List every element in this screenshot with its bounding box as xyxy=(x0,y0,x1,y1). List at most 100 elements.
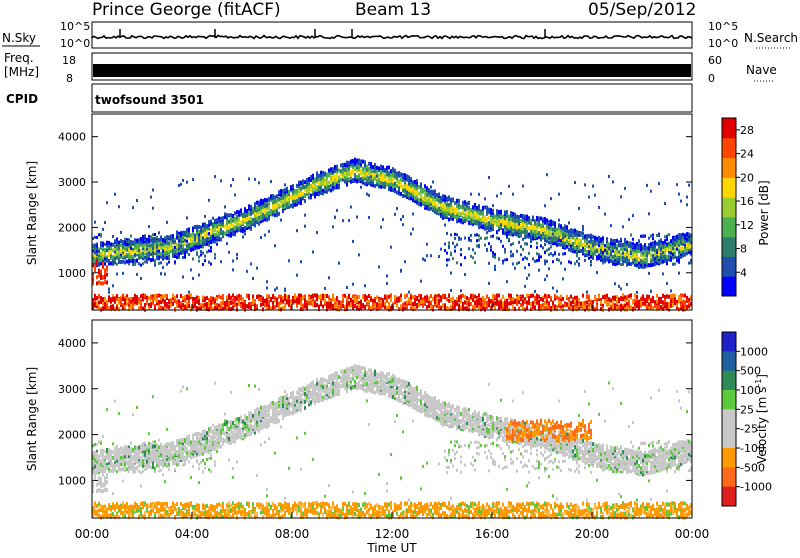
power-cell xyxy=(682,243,684,246)
power-cell xyxy=(562,253,564,256)
power-cell xyxy=(110,255,112,258)
power-cell xyxy=(274,244,276,247)
power-cell xyxy=(176,304,178,308)
power-cell xyxy=(100,255,102,259)
power-cell xyxy=(268,197,270,201)
power-cell xyxy=(508,302,510,306)
power-cell xyxy=(602,295,604,299)
power-cell xyxy=(352,303,354,307)
power-cell xyxy=(278,295,280,299)
power-cell xyxy=(512,297,514,301)
power-cell xyxy=(138,238,140,242)
power-cell xyxy=(474,261,476,264)
power-cell xyxy=(582,250,584,254)
power-cell xyxy=(140,237,142,241)
power-cell xyxy=(192,297,194,301)
power-cell xyxy=(234,296,236,300)
power-cell xyxy=(198,225,200,229)
power-cell xyxy=(446,211,448,215)
power-cell xyxy=(688,298,690,302)
power-cell xyxy=(522,238,524,241)
power-cell xyxy=(136,295,138,299)
power-cell xyxy=(124,306,126,310)
power-cell xyxy=(146,296,148,300)
power-cell xyxy=(678,233,680,236)
power-cell xyxy=(210,220,212,223)
power-cell xyxy=(650,290,652,293)
power-cell xyxy=(348,294,350,298)
power-cell xyxy=(628,259,630,263)
power-cell xyxy=(246,304,248,308)
power-cell xyxy=(632,245,634,248)
power-cell xyxy=(398,189,400,192)
power-cell xyxy=(192,248,194,251)
power-cell xyxy=(560,239,562,242)
power-cell xyxy=(334,298,336,302)
power-colorbar-tick-label: 16 xyxy=(740,195,754,208)
power-cell xyxy=(342,299,344,303)
power-cell xyxy=(506,219,508,223)
power-cell xyxy=(296,184,298,188)
power-cell xyxy=(600,255,602,258)
power-cell xyxy=(594,240,596,243)
power-cell xyxy=(120,256,122,259)
power-cell xyxy=(666,294,668,298)
power-cell xyxy=(244,207,246,211)
power-cell xyxy=(626,241,628,244)
power-cell xyxy=(546,295,548,299)
power-cell xyxy=(442,207,444,211)
power-cell xyxy=(524,228,526,232)
power-cell xyxy=(352,283,354,286)
power-cell xyxy=(510,233,512,236)
power-cell xyxy=(104,221,106,224)
power-cell xyxy=(420,202,422,206)
power-cell xyxy=(604,255,606,259)
power-cell xyxy=(510,297,512,301)
power-cell xyxy=(96,253,98,256)
power-cell xyxy=(118,258,120,261)
power-cell xyxy=(606,251,608,254)
power-cell xyxy=(554,237,556,240)
power-cell xyxy=(326,294,328,298)
power-cell xyxy=(156,246,158,249)
power-cell xyxy=(464,237,466,240)
power-cell xyxy=(506,210,508,214)
power-cell xyxy=(468,221,470,225)
power-cell xyxy=(204,303,206,307)
power-cell xyxy=(112,297,114,301)
power-cell xyxy=(486,217,488,221)
power-cell xyxy=(284,289,286,292)
power-cell xyxy=(538,295,540,299)
power-cell xyxy=(682,233,684,236)
power-cell xyxy=(220,237,222,241)
power-cell xyxy=(296,189,298,193)
power-cell xyxy=(454,250,456,253)
power-cell xyxy=(260,236,262,239)
power-cell xyxy=(504,225,506,229)
power-cell xyxy=(108,241,110,245)
power-cell xyxy=(662,257,664,260)
power-cell xyxy=(406,300,408,304)
power-cell xyxy=(564,252,566,255)
power-cell xyxy=(460,253,462,256)
power-cell xyxy=(262,302,264,306)
power-cell xyxy=(448,203,450,207)
power-cell xyxy=(574,246,576,250)
power-cell xyxy=(478,204,480,208)
power-cell xyxy=(334,186,336,189)
power-cell xyxy=(570,234,572,237)
power-cell xyxy=(670,304,672,308)
power-cell xyxy=(246,294,248,298)
power-cell xyxy=(206,303,208,307)
power-cell xyxy=(322,171,324,175)
power-cell xyxy=(586,291,588,294)
power-cell xyxy=(400,177,402,181)
power-cell xyxy=(468,201,470,204)
power-cell xyxy=(536,222,538,226)
power-cell xyxy=(640,247,642,251)
power-cell xyxy=(204,297,206,301)
power-cell xyxy=(298,301,300,305)
power-cell xyxy=(142,262,144,265)
power-cell xyxy=(480,303,482,307)
